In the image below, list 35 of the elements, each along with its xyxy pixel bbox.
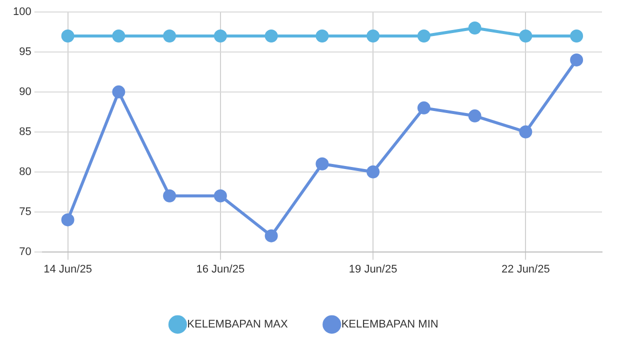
point xyxy=(214,189,227,202)
point xyxy=(519,125,532,138)
y-tick-label: 70 xyxy=(19,246,32,258)
point xyxy=(264,29,278,42)
legend-label: KELEMBAPAN MAX xyxy=(187,318,288,331)
point xyxy=(366,165,380,178)
x-tick-label: 19 Jun/25 xyxy=(348,263,398,276)
x-tick-label: 14 Jun/25 xyxy=(44,263,92,276)
point xyxy=(316,29,329,42)
y-tick-label: 95 xyxy=(19,46,32,58)
point xyxy=(214,29,227,42)
point xyxy=(570,29,584,42)
point xyxy=(468,109,482,122)
point xyxy=(163,189,176,202)
point xyxy=(112,29,126,42)
y-tick-label: 85 xyxy=(19,126,32,138)
point xyxy=(417,29,430,42)
point xyxy=(366,29,380,42)
point xyxy=(264,229,278,242)
y-tick-label: 100 xyxy=(12,6,32,18)
x-tick-label: 16 Jun/25 xyxy=(196,263,245,276)
point xyxy=(468,21,482,34)
point xyxy=(112,85,126,98)
point xyxy=(61,29,74,42)
y-tick-label: 90 xyxy=(19,86,32,98)
point xyxy=(61,213,74,226)
y-tick-label: 80 xyxy=(19,166,32,178)
point xyxy=(316,157,329,170)
point xyxy=(417,101,430,114)
legend-label: KELEMBAPAN MIN xyxy=(341,318,438,331)
point xyxy=(163,29,176,42)
x-tick-label: 22 Jun/25 xyxy=(502,263,550,276)
point xyxy=(570,53,584,66)
y-tick-label: 75 xyxy=(19,206,32,218)
point xyxy=(519,29,532,42)
